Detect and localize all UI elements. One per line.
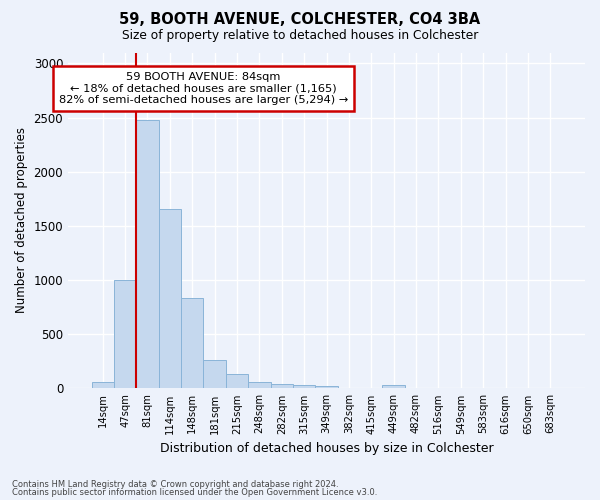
Bar (203, 360, 226, 388)
Bar (248, 382, 271, 388)
Bar (382, 385, 405, 388)
Bar (226, 374, 248, 388)
Bar (316, 386, 338, 388)
Bar (158, 208, 181, 388)
Text: Contains HM Land Registry data © Crown copyright and database right 2024.: Contains HM Land Registry data © Crown c… (12, 480, 338, 489)
Text: Size of property relative to detached houses in Colchester: Size of property relative to detached ho… (122, 29, 478, 42)
X-axis label: Distribution of detached houses by size in Colchester: Distribution of detached houses by size … (160, 442, 493, 455)
Bar (92, 382, 114, 388)
Bar (271, 384, 293, 388)
Bar (114, 280, 136, 388)
Bar (181, 298, 203, 388)
Bar (293, 384, 316, 388)
Bar (136, 120, 158, 388)
Text: Contains public sector information licensed under the Open Government Licence v3: Contains public sector information licen… (12, 488, 377, 497)
Text: 59, BOOTH AVENUE, COLCHESTER, CO4 3BA: 59, BOOTH AVENUE, COLCHESTER, CO4 3BA (119, 12, 481, 28)
Text: 59 BOOTH AVENUE: 84sqm
← 18% of detached houses are smaller (1,165)
82% of semi-: 59 BOOTH AVENUE: 84sqm ← 18% of detached… (59, 72, 348, 105)
Y-axis label: Number of detached properties: Number of detached properties (15, 128, 28, 314)
